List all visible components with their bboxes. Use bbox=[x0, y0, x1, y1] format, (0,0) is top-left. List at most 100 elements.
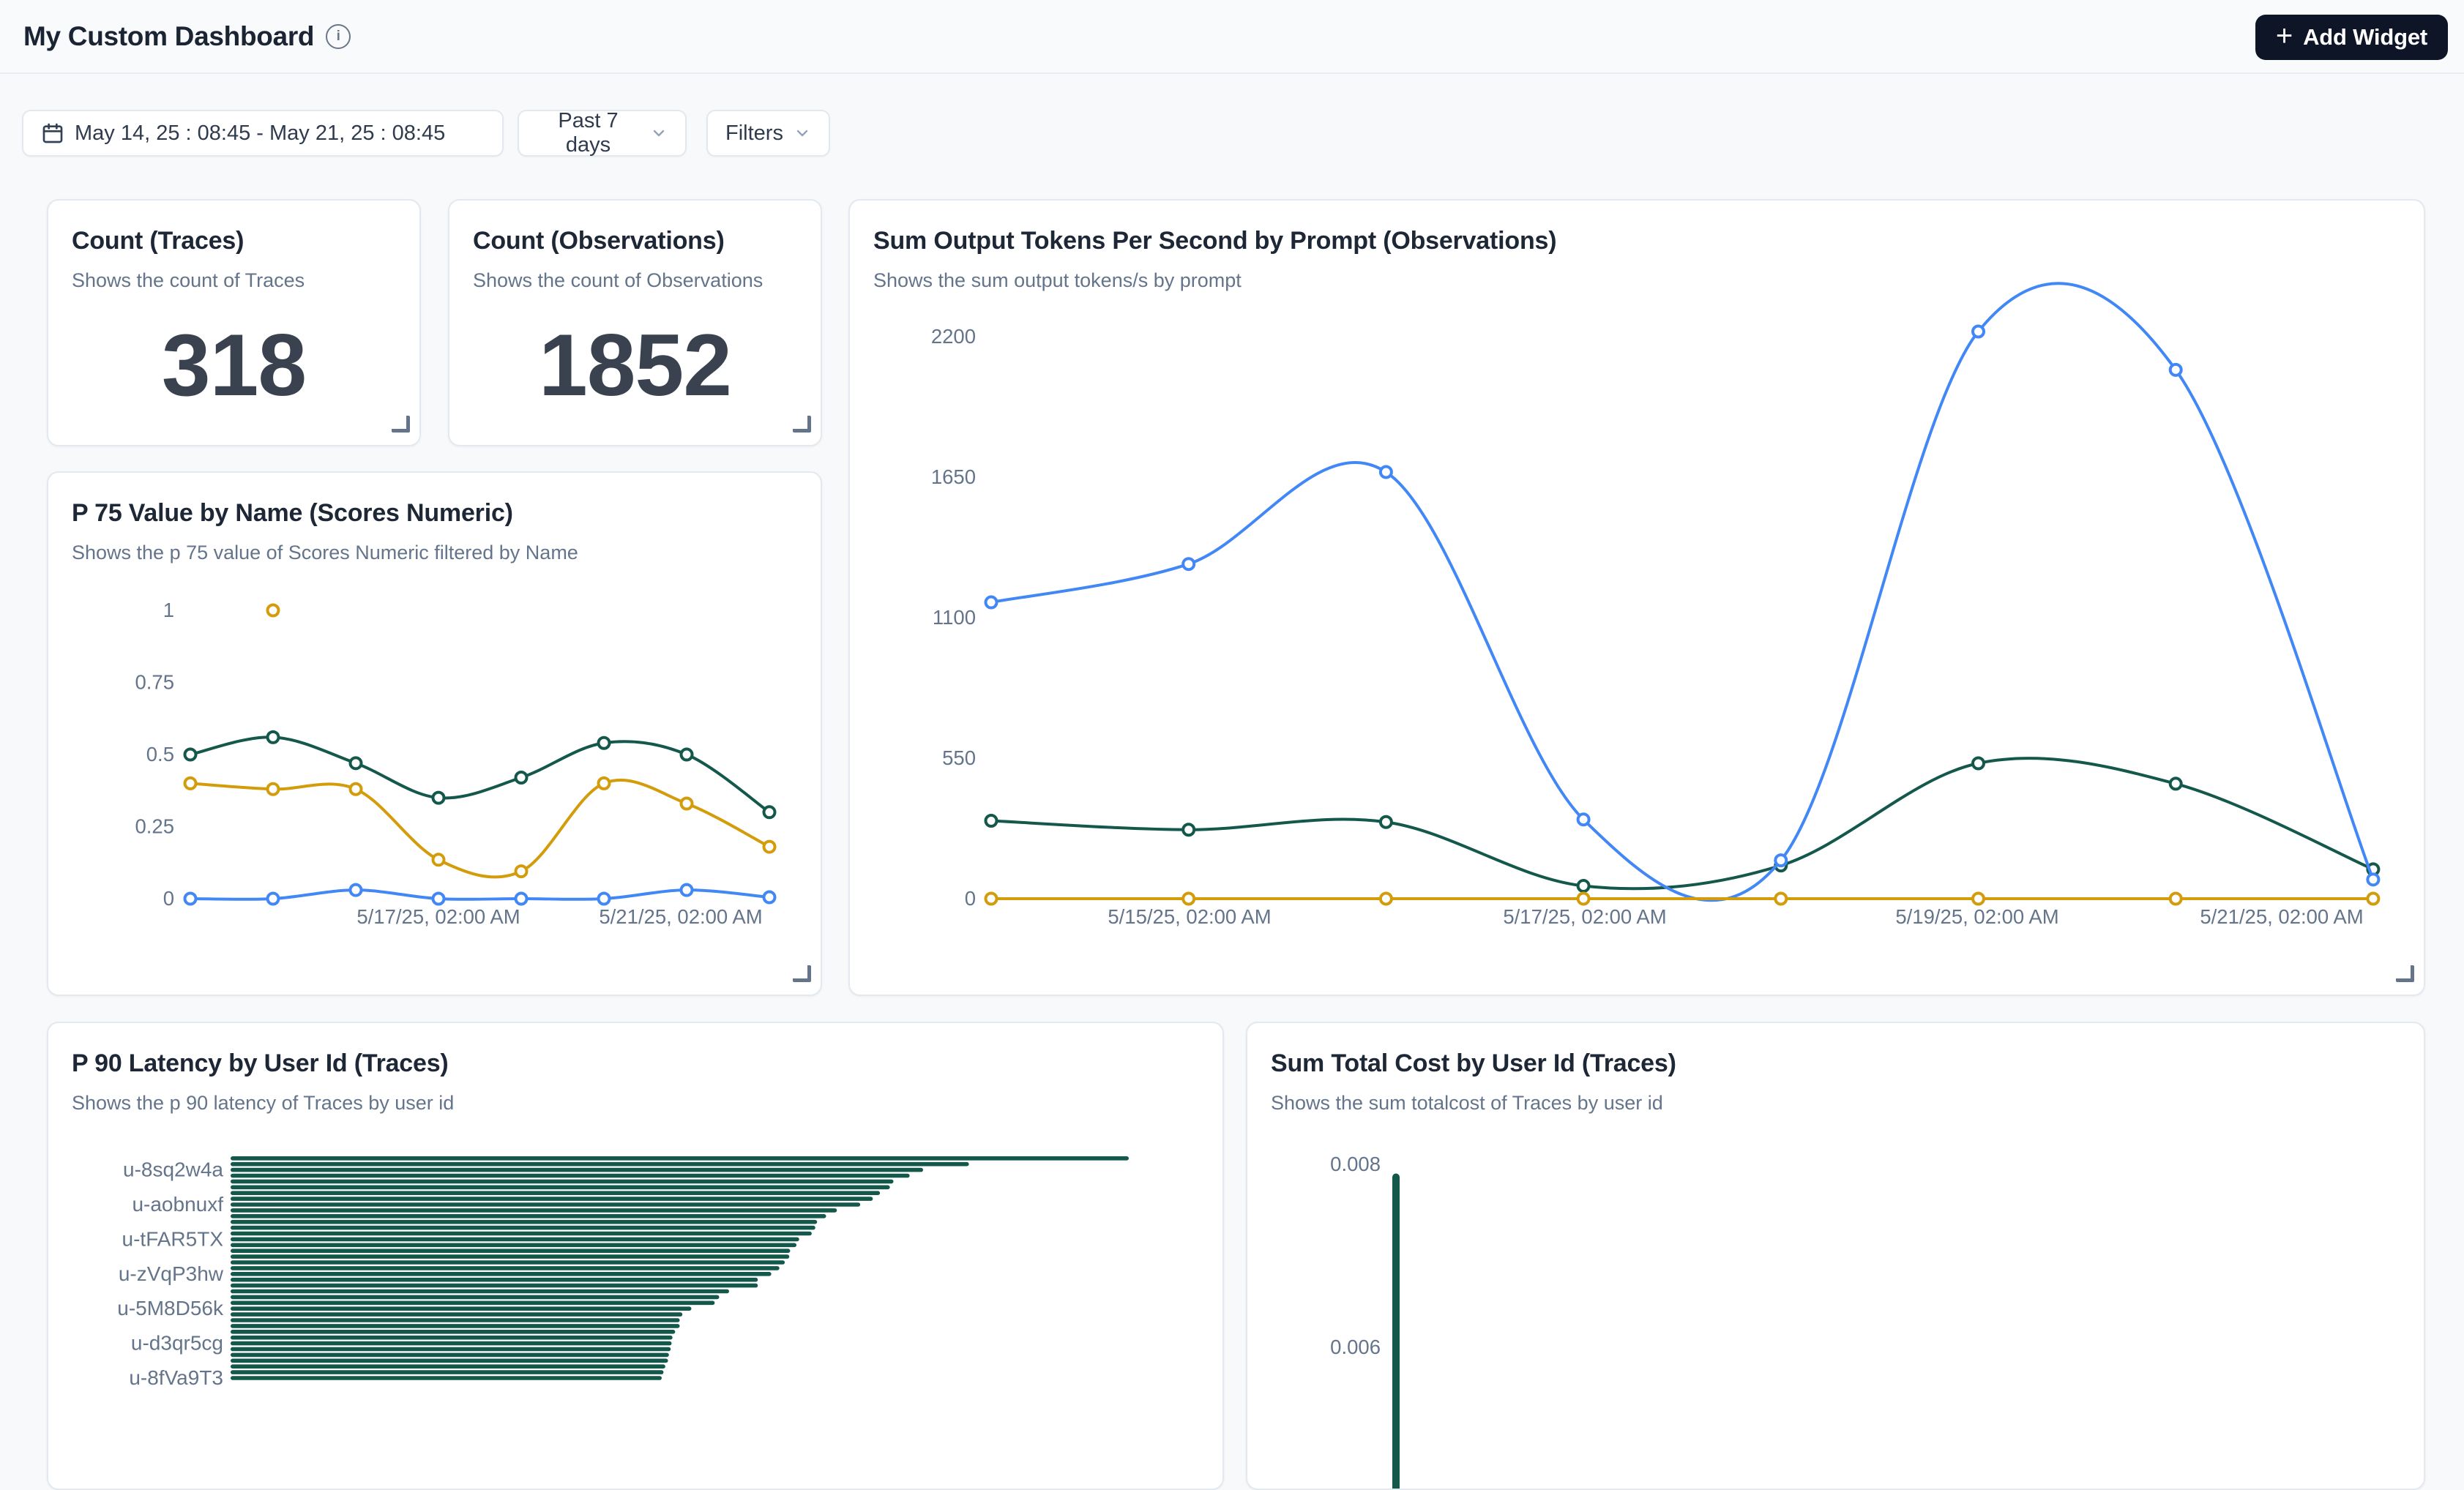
widget-subtitle: Shows the sum totalcost of Traces by use… bbox=[1271, 1092, 1663, 1114]
y-axis-tick: u-tFAR5TX bbox=[122, 1227, 224, 1250]
widget-title: Sum Output Tokens Per Second by Prompt (… bbox=[873, 227, 1557, 255]
resize-handle-icon[interactable] bbox=[793, 965, 811, 982]
filters-button[interactable]: Filters bbox=[706, 110, 830, 157]
latency-bar bbox=[231, 1295, 720, 1300]
series-line-green bbox=[990, 757, 2374, 891]
latency-bar bbox=[231, 1214, 826, 1218]
latency-bar bbox=[231, 1347, 671, 1352]
chevron-down-icon bbox=[653, 130, 665, 137]
y-axis-tick: 0.008 bbox=[1330, 1153, 1381, 1175]
count-value: 1852 bbox=[539, 316, 732, 414]
data-point bbox=[597, 776, 611, 790]
x-axis-tick: 5/21/25, 02:00 AM bbox=[2200, 905, 2363, 928]
widget-tokens-per-second: Sum Output Tokens Per Second by Prompt (… bbox=[848, 199, 2425, 996]
data-point bbox=[1774, 853, 1788, 868]
info-icon[interactable]: i bbox=[326, 23, 351, 49]
date-range-label: May 14, 25 : 08:45 - May 21, 25 : 08:45 bbox=[75, 121, 446, 145]
y-axis-tick: 2200 bbox=[931, 325, 976, 348]
data-point bbox=[984, 814, 998, 828]
p75-line-chart-canvas[interactable]: 0 0.25 0.5 0.75 1 5/17/25, 02:00 AM 5/21/25, 0… bbox=[48, 473, 824, 997]
data-point bbox=[348, 756, 363, 771]
latency-bar bbox=[231, 1289, 729, 1294]
latency-bar bbox=[231, 1341, 672, 1346]
latency-bar bbox=[231, 1191, 881, 1195]
data-point bbox=[1181, 557, 1196, 572]
data-point bbox=[183, 776, 198, 790]
latency-bar bbox=[231, 1179, 894, 1184]
x-axis-tick: 5/21/25, 02:00 AM bbox=[599, 905, 762, 928]
date-range-button[interactable]: May 14, 25 : 08:45 - May 21, 25 : 08:45 bbox=[22, 110, 504, 157]
data-point bbox=[1378, 465, 1393, 479]
data-point bbox=[1576, 812, 1591, 827]
p90-bar-chart-canvas[interactable]: u-8sq2w4a u-aobnuxf u-tFAR5TX u-zVqP3hw u-5M… bbox=[48, 1023, 1225, 1489]
widget-count-observations: Count (Observations) Shows the count of … bbox=[448, 199, 822, 446]
y-axis-tick: 0.25 bbox=[135, 815, 174, 838]
data-point bbox=[2168, 362, 2183, 377]
data-point bbox=[2366, 872, 2381, 887]
data-point bbox=[1378, 815, 1393, 829]
latency-bar bbox=[231, 1237, 799, 1242]
latency-bar bbox=[231, 1185, 890, 1190]
latency-bar bbox=[231, 1254, 790, 1259]
latency-bar bbox=[231, 1156, 1129, 1161]
count-value: 318 bbox=[161, 316, 307, 414]
y-axis-tick: u-8sq2w4a bbox=[123, 1158, 223, 1181]
data-point bbox=[348, 782, 363, 796]
data-point bbox=[514, 891, 529, 906]
widget-subtitle: Shows the count of Traces bbox=[72, 269, 305, 291]
data-point bbox=[266, 891, 280, 906]
data-point bbox=[514, 771, 529, 785]
latency-bar bbox=[231, 1312, 683, 1317]
y-axis-tick: 0.75 bbox=[135, 671, 174, 694]
data-point bbox=[431, 853, 446, 867]
latency-bar bbox=[231, 1300, 715, 1306]
latency-bar bbox=[231, 1161, 969, 1167]
data-point bbox=[183, 891, 198, 906]
data-point bbox=[597, 891, 611, 906]
widget-title: P 90 Latency by User Id (Traces) bbox=[72, 1049, 449, 1077]
page-header: My Custom Dashboard i + Add Widget bbox=[0, 0, 2464, 74]
time-preset-button[interactable]: Past 7 days bbox=[518, 109, 687, 157]
latency-bar bbox=[231, 1260, 785, 1265]
widget-title: Count (Observations) bbox=[473, 227, 725, 255]
cost-bar-chart-canvas[interactable]: 0.008 0.006 bbox=[1247, 1023, 2427, 1489]
widget-title: Count (Traces) bbox=[72, 227, 244, 255]
latency-bar bbox=[231, 1330, 676, 1334]
tokens-line-chart-canvas[interactable]: 0 550 1100 1650 2200 5/15/25, 02:00 AM 5/17/25… bbox=[850, 201, 2427, 997]
data-point bbox=[2168, 776, 2183, 791]
data-point bbox=[266, 730, 280, 744]
y-axis-tick: 0.006 bbox=[1330, 1336, 1381, 1358]
data-point bbox=[1181, 823, 1196, 837]
data-point bbox=[183, 747, 198, 762]
latency-bar bbox=[231, 1225, 815, 1230]
add-widget-label: Add Widget bbox=[2303, 24, 2427, 50]
resize-handle-icon[interactable] bbox=[793, 416, 811, 433]
resize-handle-icon[interactable] bbox=[2396, 965, 2414, 982]
page-title: My Custom Dashboard bbox=[23, 20, 315, 51]
y-axis-tick: 1100 bbox=[933, 606, 976, 629]
data-point bbox=[1971, 324, 1985, 339]
y-axis-tick: u-d3qr5cg bbox=[131, 1332, 223, 1355]
latency-bar bbox=[231, 1352, 669, 1358]
add-widget-button[interactable]: + Add Widget bbox=[2255, 15, 2448, 60]
x-axis-tick: 5/15/25, 02:00 AM bbox=[1108, 905, 1271, 928]
y-axis-tick: 550 bbox=[942, 746, 976, 769]
y-axis-tick: 1650 bbox=[931, 465, 976, 488]
latency-bar bbox=[231, 1272, 772, 1276]
time-preset-label: Past 7 days bbox=[558, 109, 619, 157]
filters-label: Filters bbox=[725, 121, 783, 145]
y-axis-tick: 0.5 bbox=[146, 743, 174, 765]
y-axis-tick: u-5M8D56k bbox=[117, 1297, 224, 1319]
widget-p75-scores: P 75 Value by Name (Scores Numeric) Show… bbox=[47, 471, 822, 996]
latency-bar bbox=[231, 1318, 680, 1322]
data-point bbox=[984, 595, 998, 610]
latency-bar bbox=[231, 1243, 797, 1248]
latency-bar bbox=[231, 1370, 664, 1374]
y-axis-tick: 0 bbox=[163, 887, 174, 910]
latency-bar bbox=[231, 1283, 758, 1288]
resize-handle-icon[interactable] bbox=[392, 416, 410, 433]
latency-bar bbox=[231, 1219, 818, 1224]
data-point bbox=[762, 839, 777, 854]
x-axis-tick: 5/19/25, 02:00 AM bbox=[1895, 905, 2058, 928]
data-point bbox=[514, 864, 529, 879]
